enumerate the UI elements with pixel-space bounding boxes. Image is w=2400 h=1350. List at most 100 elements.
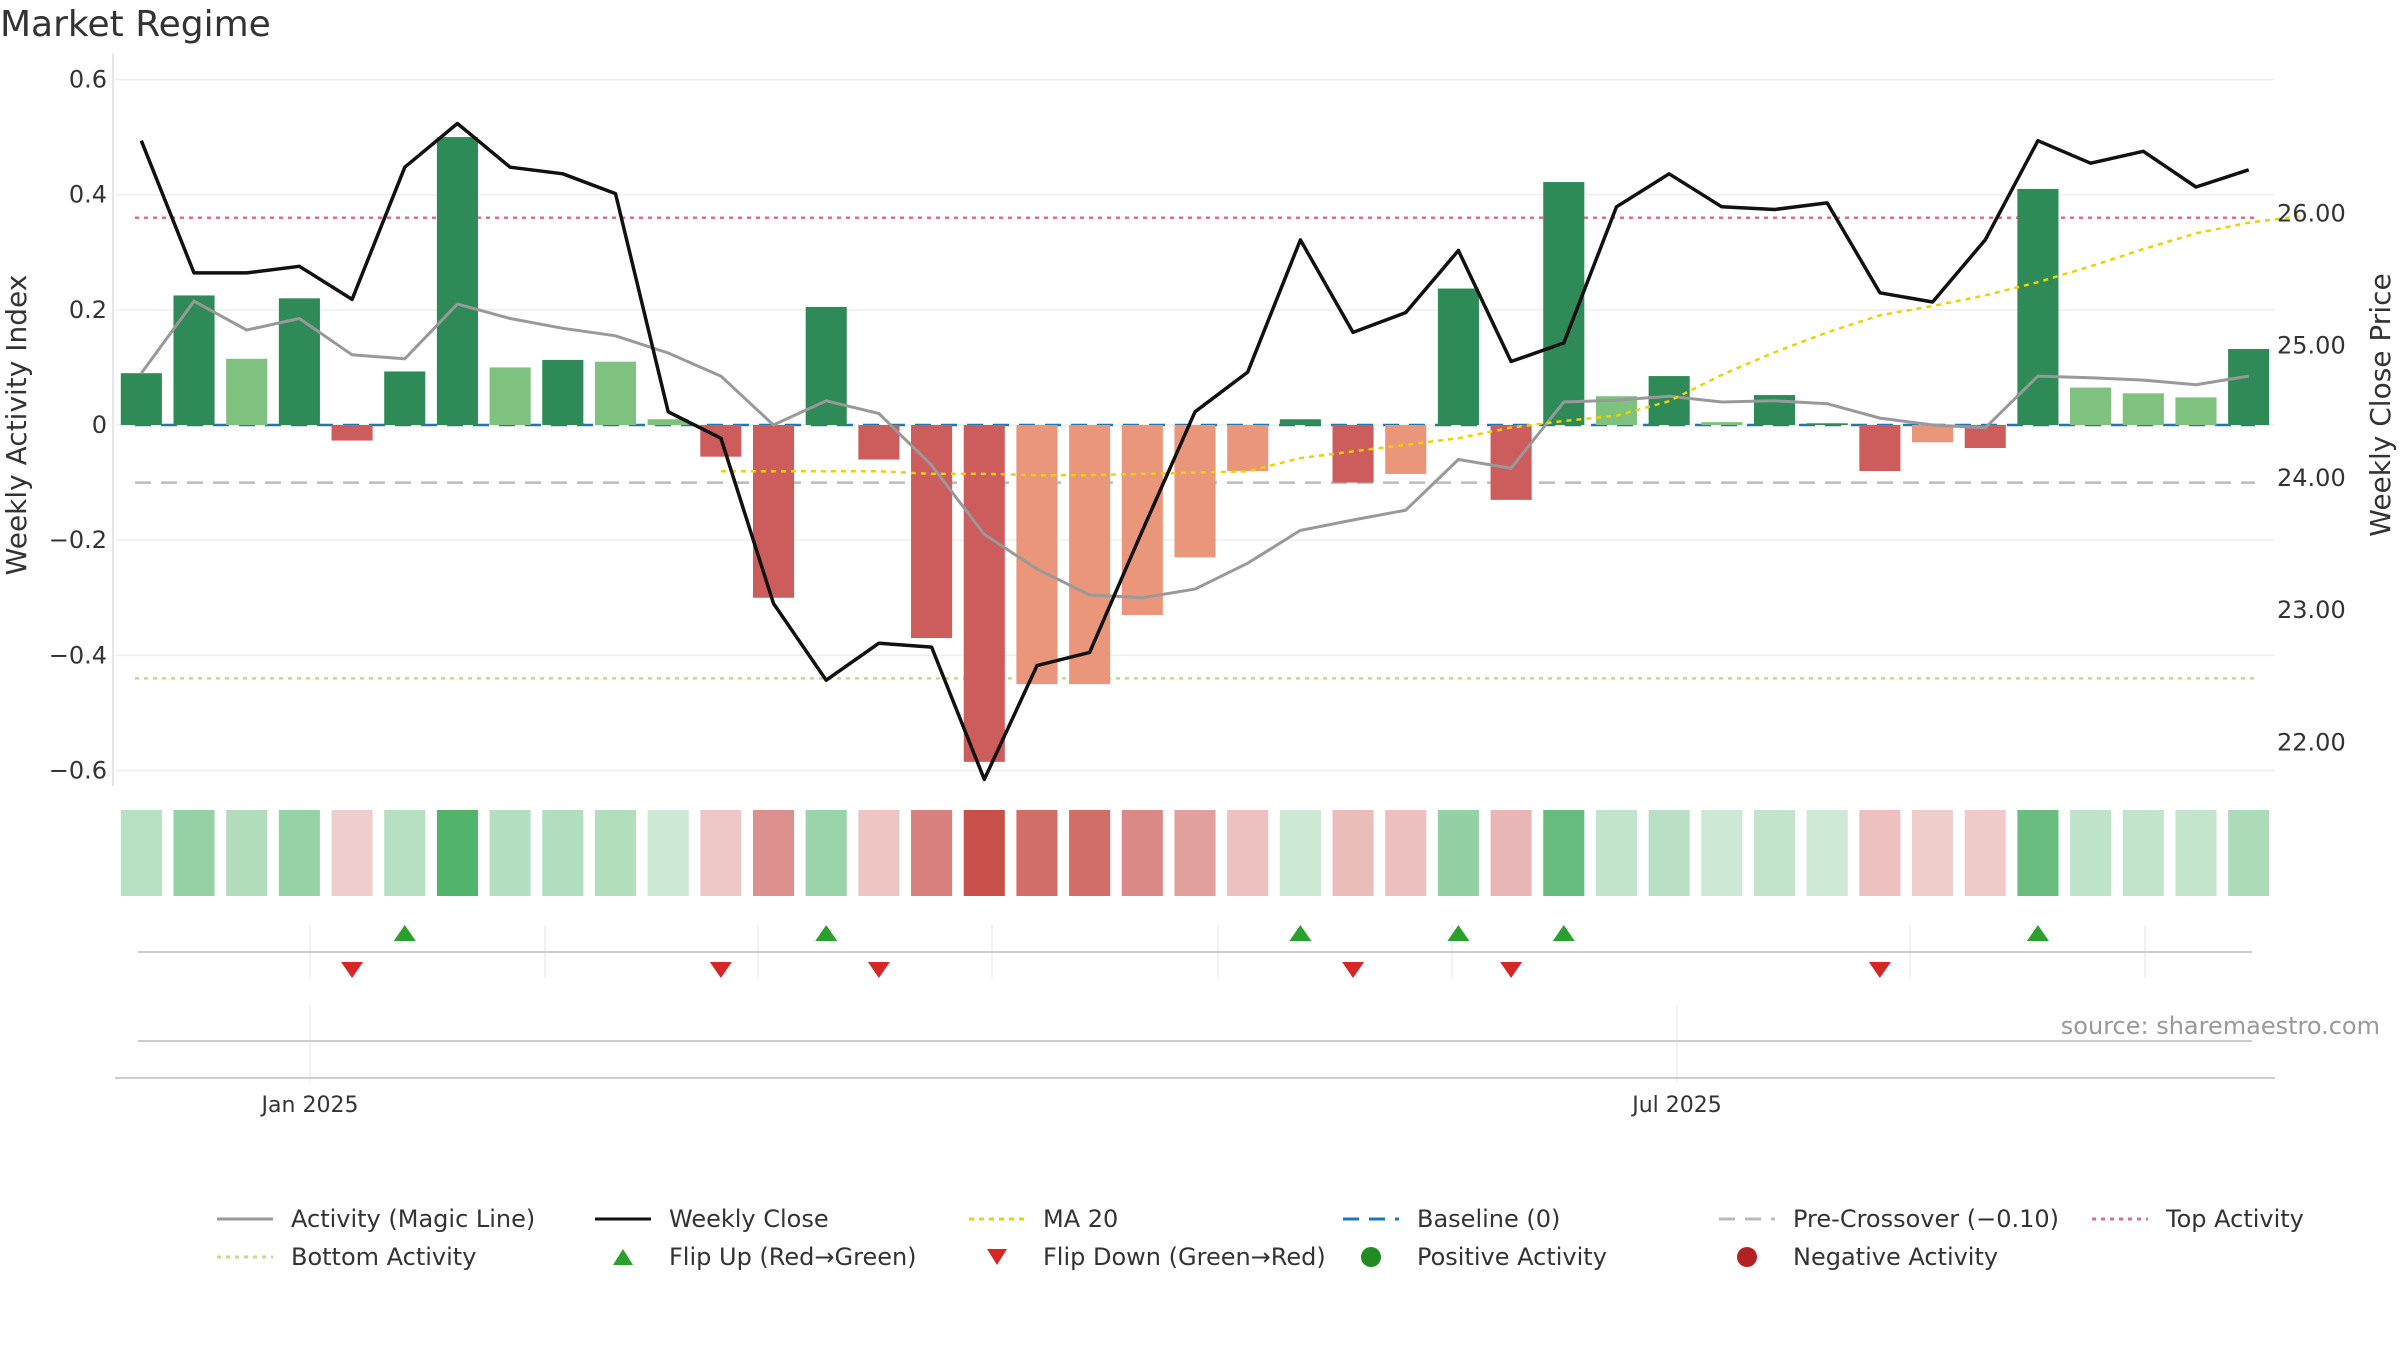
flip-down-marker (1342, 962, 1365, 978)
heat-cell (120, 810, 162, 896)
market-regime-chart: 0.6 0.4 0.2 0 −0.2 −0.4 −0.6 Weekly Activity In… (0, 53, 2397, 1118)
flip-up-marker (1447, 925, 1470, 941)
y-tick-label: −0.4 (49, 641, 107, 669)
y2-axis-title: Weekly Close Price (2364, 273, 2397, 536)
y-tick-label: −0.2 (49, 526, 107, 554)
y-tick-label: −0.6 (49, 756, 107, 784)
reference-lines (135, 216, 2255, 680)
y-axis-title: Weekly Activity Index (0, 275, 33, 576)
legend-label: Bottom Activity (291, 1243, 477, 1271)
close-line-swatch-icon (595, 1217, 651, 1221)
bottom-activity-swatch-icon (217, 1255, 273, 1259)
flip-down-marker (1868, 962, 1891, 978)
legend-label: Baseline (0) (1417, 1205, 1561, 1233)
heat-cell (173, 810, 215, 896)
regime-heat-strip (120, 810, 2270, 896)
heat-cell (700, 810, 742, 896)
legend-item-flip-down: Flip Down (Green→Red) (967, 1243, 1326, 1271)
legend-label: Flip Up (Red→Green) (669, 1243, 917, 1271)
heat-cell (911, 810, 953, 896)
heat-cell (278, 810, 320, 896)
activity-bar (647, 419, 689, 425)
heat-cell (1490, 810, 1532, 896)
legend: Activity (Magic Line) Weekly Close MA 20… (215, 1205, 2375, 1281)
source-credit: source: sharemaestro.com (2060, 1012, 2380, 1040)
activity-bar (2122, 393, 2164, 425)
heat-cell (1595, 810, 1638, 896)
magic-line-swatch-icon (217, 1217, 273, 1221)
activity-bar (226, 358, 268, 425)
legend-item-ma20: MA 20 (967, 1205, 1118, 1233)
y-tick-label: 0 (92, 411, 107, 439)
heat-cell (2228, 810, 2270, 896)
activity-bar (173, 295, 215, 425)
activity-bar (1964, 425, 2006, 449)
flip-down-marker (709, 962, 732, 978)
activity-bar (1437, 288, 1479, 425)
activity-bar (436, 137, 478, 425)
y2-tick-label: 24.00 (2277, 464, 2346, 492)
heat-cell (542, 810, 584, 896)
legend-item-positive-activity: Positive Activity (1341, 1243, 1607, 1271)
activity-bar (489, 367, 531, 425)
activity-bar (1069, 425, 1111, 685)
activity-bar (1648, 376, 1690, 425)
activity-bar (752, 425, 795, 598)
legend-item-weekly-close: Weekly Close (593, 1205, 829, 1233)
heat-cell (752, 810, 795, 896)
activity-bar (1912, 425, 1954, 443)
heat-cell (1279, 810, 1321, 896)
heat-cell (1912, 810, 1954, 896)
activity-bar (1174, 425, 1216, 558)
heat-cell (436, 810, 478, 896)
flip-up-marker (2026, 925, 2049, 941)
activity-bar (542, 359, 584, 425)
y2-tick-label: 22.00 (2277, 728, 2346, 756)
heat-cell (858, 810, 900, 896)
heat-cell (1069, 810, 1111, 896)
heat-cell (963, 810, 1005, 896)
heat-cell (647, 810, 689, 896)
legend-label: Weekly Close (669, 1205, 829, 1233)
heat-cell (2175, 810, 2217, 896)
flip-up-marker (1289, 925, 1312, 941)
activity-bar (594, 361, 637, 425)
heat-cell (1753, 810, 1796, 896)
activity-bar (2228, 348, 2270, 425)
heat-cell (1437, 810, 1479, 896)
legend-label: MA 20 (1043, 1205, 1119, 1233)
activity-bar (1332, 425, 1374, 483)
legend-row-2: Bottom Activity Flip Up (Red→Green) Flip… (215, 1243, 2375, 1281)
heat-cell (1121, 810, 1163, 896)
legend-label: Flip Down (Green→Red) (1043, 1243, 1326, 1271)
x-tick-label: Jul 2025 (1630, 1093, 1722, 1118)
legend-label: Top Activity (2166, 1205, 2304, 1233)
pre-crossover-swatch-icon (1719, 1217, 1775, 1221)
legend-label: Activity (Magic Line) (291, 1205, 536, 1233)
activity-bar (1385, 425, 1427, 474)
activity-bar (1490, 425, 1532, 500)
heat-cell (1385, 810, 1427, 896)
activity-bar (1701, 422, 1743, 425)
ma20-series (720, 214, 2302, 477)
flip-markers-panel (138, 925, 2252, 978)
legend-row-1: Activity (Magic Line) Weekly Close MA 20… (215, 1205, 2375, 1243)
heat-cell (1964, 810, 2006, 896)
activity-bar (2175, 397, 2217, 425)
legend-item-magic-line: Activity (Magic Line) (215, 1205, 535, 1233)
activity-bar (120, 373, 162, 425)
heat-cell (1648, 810, 1690, 896)
activity-bar (1806, 423, 1848, 425)
activity-bar (1121, 425, 1163, 616)
baseline-swatch-icon (1343, 1217, 1399, 1221)
negative-dot-icon (1737, 1247, 1757, 1267)
heat-cell (2017, 810, 2059, 896)
activity-bar (963, 425, 1005, 762)
activity-bar (1227, 425, 1269, 472)
weekly-close-series (139, 121, 2250, 782)
heat-cell (1543, 810, 1585, 896)
y2-tick-label: 25.00 (2277, 332, 2346, 360)
heat-cell (331, 810, 373, 896)
legend-label: Pre-Crossover (−0.10) (1793, 1205, 2060, 1233)
activity-bar (1859, 425, 1901, 472)
